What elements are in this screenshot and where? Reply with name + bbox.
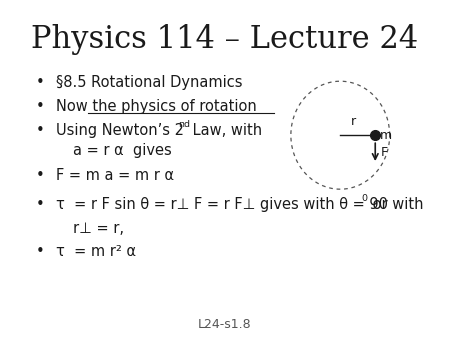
Text: •: • — [36, 168, 45, 183]
Text: •: • — [36, 99, 45, 114]
Text: •: • — [36, 197, 45, 212]
Text: F = m a = m r α: F = m a = m r α — [56, 168, 174, 183]
Text: •: • — [36, 75, 45, 90]
Text: Now the physics of rotation: Now the physics of rotation — [56, 99, 257, 114]
Text: a = r α  gives: a = r α gives — [73, 143, 171, 158]
Text: m: m — [380, 129, 392, 142]
Text: •: • — [36, 123, 45, 138]
Text: r: r — [351, 115, 356, 128]
Text: or with: or with — [368, 197, 424, 212]
Text: τ  = m r² α: τ = m r² α — [56, 244, 136, 259]
Text: Physics 114 – Lecture 24: Physics 114 – Lecture 24 — [32, 24, 419, 55]
Text: •: • — [36, 244, 45, 259]
Text: L24-s1.8: L24-s1.8 — [198, 318, 252, 331]
Text: Law, with: Law, with — [188, 123, 262, 138]
Text: F: F — [381, 146, 388, 159]
Text: Using Newton’s 2: Using Newton’s 2 — [56, 123, 184, 138]
Text: nd: nd — [178, 120, 189, 128]
Text: τ  = r F sin θ = r⊥ F = r F⊥ gives with θ = 90: τ = r F sin θ = r⊥ F = r F⊥ gives with θ… — [56, 197, 388, 212]
Text: 0: 0 — [362, 194, 368, 203]
Text: §8.5 Rotational Dynamics: §8.5 Rotational Dynamics — [56, 75, 243, 90]
Text: r⊥ = r,: r⊥ = r, — [73, 221, 124, 236]
